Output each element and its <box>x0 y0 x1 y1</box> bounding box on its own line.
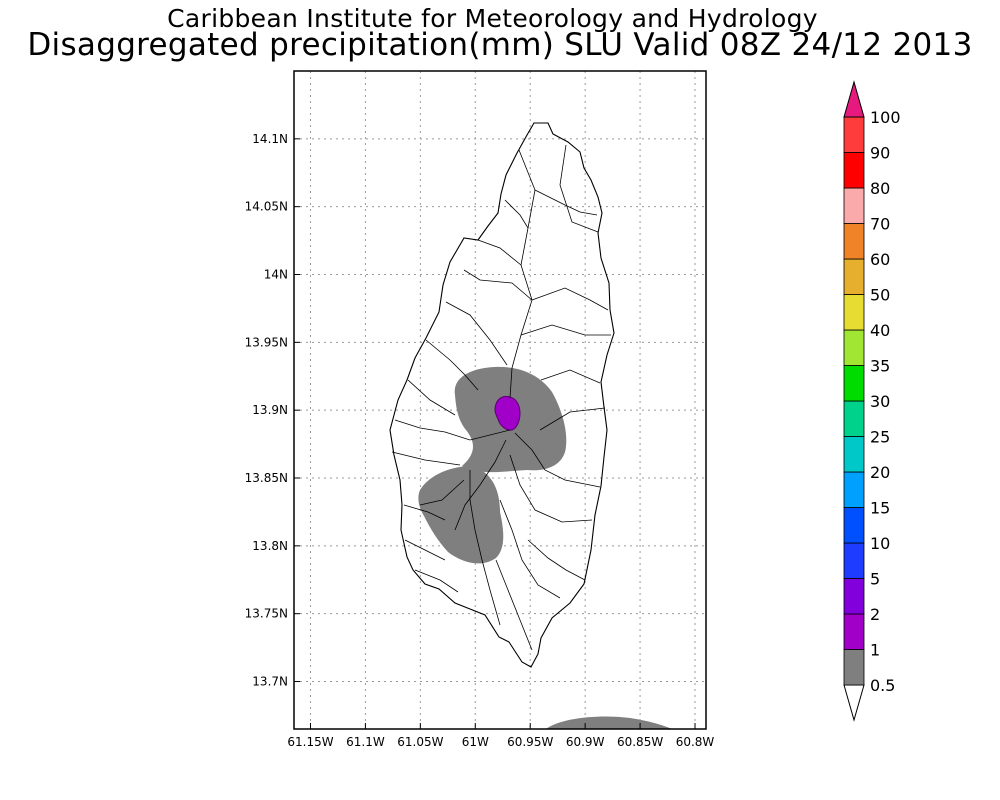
colorbar-label: 70 <box>870 215 890 234</box>
chart-title-institute: Caribbean Institute for Meteorology and … <box>167 4 818 33</box>
lat-tick-label: 13.75N <box>245 607 288 621</box>
colorbar-label: 2 <box>870 605 880 624</box>
colorbar-swatch <box>843 223 865 260</box>
colorbar-label: 60 <box>870 250 890 269</box>
saint-lucia-coastline <box>389 122 615 668</box>
precip-area-peak <box>494 395 521 431</box>
colorbar-swatch <box>843 542 865 579</box>
colorbar-label: 30 <box>870 392 890 411</box>
colorbar-swatch <box>843 258 865 295</box>
lat-tick-label: 14.05N <box>245 200 288 214</box>
colorbar-label: 5 <box>870 570 880 589</box>
colorbar-swatch <box>843 400 865 437</box>
lat-tick-label: 13.9N <box>252 403 288 417</box>
lat-tick-label: 14N <box>264 268 288 282</box>
latitude-axis: 14.1N 14.05N 14N 13.95N 13.9N 13.85N 13.8N 13.7… <box>245 132 300 689</box>
lat-tick-label: 14.1N <box>252 132 288 146</box>
lat-tick-label: 13.8N <box>252 539 288 553</box>
lon-tick-label: 60.9W <box>566 735 605 749</box>
colorbar-swatch <box>843 187 865 224</box>
river-network <box>391 144 611 651</box>
colorbar-label: 100 <box>870 108 901 127</box>
colorbar-label: 40 <box>870 321 890 340</box>
colorbar-label: 80 <box>870 179 890 198</box>
colorbar-label: 35 <box>870 357 890 376</box>
colorbar-swatch <box>843 294 865 331</box>
lat-tick-label: 13.7N <box>252 675 288 689</box>
colorbar-under-triangle <box>843 684 865 722</box>
colorbar-swatch <box>843 329 865 366</box>
colorbar-swatch <box>843 365 865 402</box>
chart-title-product: Disaggregated precipitation(mm) SLU Vali… <box>27 27 973 63</box>
lon-tick-label: 61.05W <box>397 735 443 749</box>
longitude-axis: 61.15W 61.1W 61.05W 61W 60.95W 60.9W 60.85W 60.… <box>287 723 714 749</box>
colorbar-label: 10 <box>870 534 890 553</box>
colorbar-label: 20 <box>870 463 890 482</box>
colorbar-swatch <box>843 649 865 686</box>
colorbar-label: 1 <box>870 641 880 660</box>
lon-tick-label: 60.95W <box>507 735 553 749</box>
lat-tick-label: 13.85N <box>245 471 288 485</box>
lon-tick-label: 60.8W <box>676 735 715 749</box>
lon-tick-label: 61.1W <box>346 735 385 749</box>
lat-tick-label: 13.95N <box>245 335 288 349</box>
colorbar-swatch <box>843 507 865 544</box>
colorbar-label: 25 <box>870 428 890 447</box>
colorbar-swatch <box>843 578 865 615</box>
colorbar-label: 90 <box>870 144 890 163</box>
colorbar-swatch <box>843 152 865 189</box>
colorbar-label: 50 <box>870 286 890 305</box>
map-frame <box>293 70 707 730</box>
colorbar-swatch <box>843 116 865 153</box>
precipitation-layer <box>418 366 672 729</box>
lon-tick-label: 61.15W <box>287 735 333 749</box>
colorbar-label: 15 <box>870 499 890 518</box>
colorbar-swatch <box>843 613 865 650</box>
colorbar-swatch <box>843 436 865 473</box>
colorbar-swatch <box>843 471 865 508</box>
precip-area-south-edge <box>546 716 672 729</box>
lon-tick-label: 60.85W <box>617 735 663 749</box>
colorbar-over-triangle <box>843 80 865 118</box>
lon-tick-label: 61W <box>462 735 489 749</box>
colorbar-label: 0.5 <box>870 676 895 695</box>
